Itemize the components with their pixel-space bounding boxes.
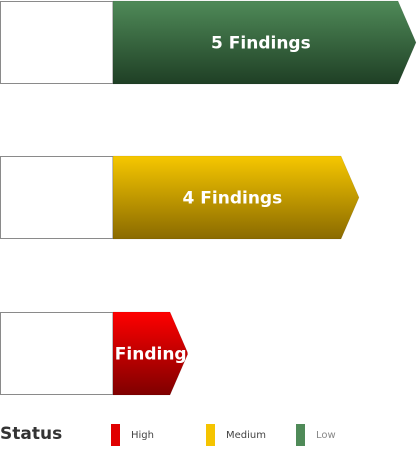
legend-title: Status xyxy=(0,424,63,444)
legend-label-medium: Medium xyxy=(226,429,266,441)
findings-bar-chart: 5 Findings 4 Findings 1 Findings xyxy=(0,0,417,396)
legend-item-low: Low xyxy=(296,422,336,448)
bar-medium xyxy=(112,155,360,240)
legend-item-high: High xyxy=(111,422,154,448)
label-box-low xyxy=(0,1,114,84)
legend-swatch-medium xyxy=(206,424,215,446)
bar-label-medium: 4 Findings xyxy=(183,189,283,209)
legend-label-low: Low xyxy=(316,429,336,441)
legend-item-medium: Medium xyxy=(206,422,266,448)
label-box-medium xyxy=(0,156,114,239)
legend-swatch-high xyxy=(111,424,120,446)
bar-label-high: 1 Findings xyxy=(97,345,197,365)
bar-low xyxy=(112,0,417,85)
bars-layer: 5 Findings 4 Findings 1 Findings xyxy=(0,0,417,396)
legend-swatch-low xyxy=(296,424,305,446)
bar-label-low: 5 Findings xyxy=(211,34,311,54)
bar-high xyxy=(112,311,189,396)
legend: Status High Medium Low xyxy=(0,422,417,450)
legend-label-high: High xyxy=(131,429,154,441)
label-box-high xyxy=(0,312,114,395)
